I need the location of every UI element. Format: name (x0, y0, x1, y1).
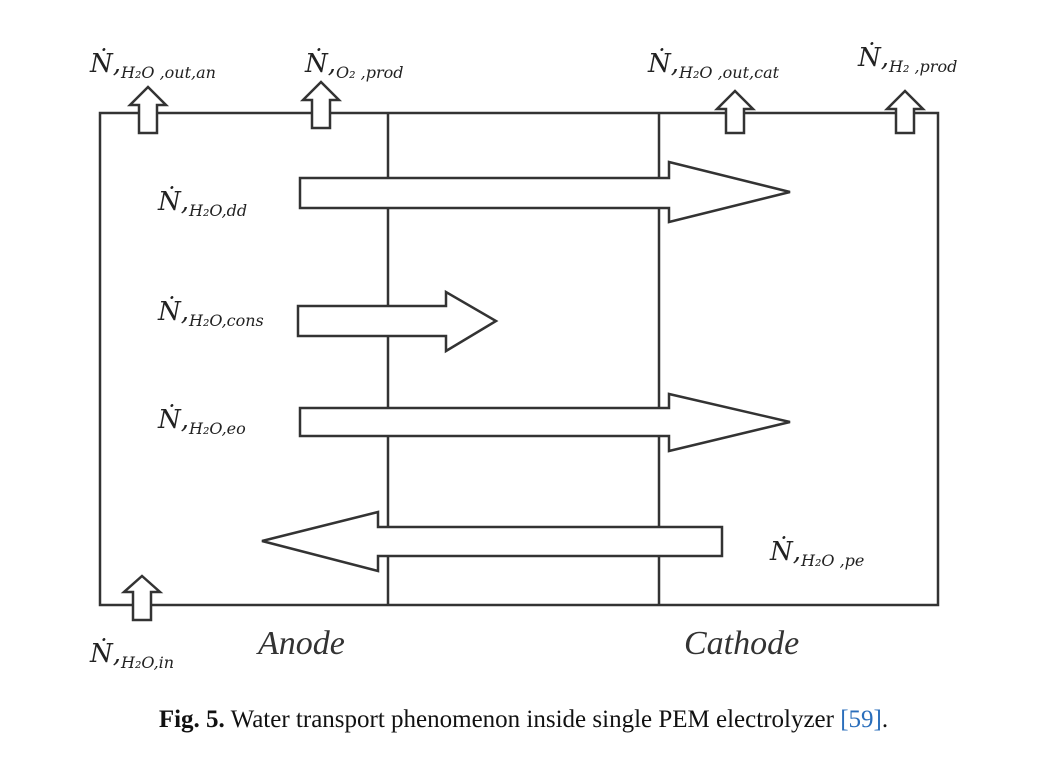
cell-outline (98, 111, 940, 607)
arrow-h2o-in (120, 574, 164, 622)
arrow-h2o-out-an (126, 85, 170, 135)
arrow-o2-prod (299, 80, 343, 130)
arrow-h2o-out-cat (713, 89, 757, 135)
caption-end: . (881, 706, 889, 733)
label-h2o-cons: Ṅ,H₂O,cons (157, 295, 264, 330)
cathode-label: Cathode (684, 625, 799, 662)
label-h2o-pe: Ṅ,H₂O ,pe (769, 535, 864, 570)
arrow-h2-prod (883, 89, 927, 135)
arrow-h2o-dd (298, 160, 791, 224)
label-h2-prod: Ṅ,H₂ ,prod (857, 41, 957, 76)
label-o2-prod: Ṅ,O₂ ,prod (304, 47, 403, 82)
arrow-h2o-eo (298, 392, 791, 453)
anode-label: Anode (256, 625, 345, 662)
reference-link[interactable]: [59] (840, 706, 882, 733)
label-h2o-out-an: Ṅ,H₂O ,out,an (89, 47, 216, 82)
figure-caption: Fig. 5. Water transport phenomenon insid… (0, 706, 1047, 734)
figure-number: Fig. 5. (158, 706, 225, 733)
label-h2o-out-cat: Ṅ,H₂O ,out,cat (647, 47, 780, 82)
label-h2o-eo: Ṅ,H₂O,eo (157, 403, 246, 438)
caption-text: Water transport phenomenon inside single… (224, 706, 841, 733)
arrow-h2o-pe (261, 510, 724, 573)
arrow-h2o-cons (296, 289, 499, 354)
label-h2o-in: Ṅ,H₂O,in (89, 637, 174, 672)
label-h2o-dd: Ṅ,H₂O,dd (157, 185, 247, 220)
